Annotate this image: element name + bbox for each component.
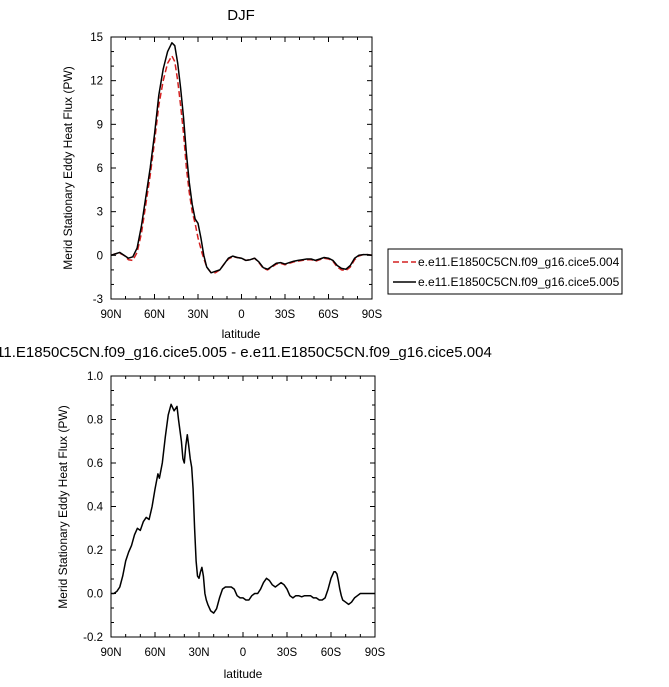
bottom-chart-x-ticks: 90N 60N 30N 0 30S 60S 90S [100,376,386,659]
top-x-tick-label: 60N [144,309,165,321]
top-y-tick-label: 9 [97,119,103,131]
bottom-chart-panel: 11.E1850C5CN.f09_g16.cice5.005 - e.e11.E… [0,344,492,681]
bottom-x-tick-label: 30S [277,647,298,659]
legend-label-004: e.e11.E1850C5CN.f09_g16.cice5.004 [418,255,620,269]
legend-box [387,248,623,295]
bottom-x-tick-label: 60S [321,647,342,659]
top-chart-y-axis-label: Merid Stationary Eddy Heat Flux (PW) [61,66,75,269]
top-chart-legend: e.e11.E1850C5CN.f09_g16.cice5.004 e.e11.… [387,248,623,295]
bottom-y-tick-label: 0.8 [87,415,103,427]
top-chart-panel: DJF -3 0 3 6 9 12 15 90N 60N 30N 0 30S 60S 90S latit… [61,7,623,341]
bottom-chart-series-group [111,403,375,614]
top-y-tick-label: -3 [93,294,103,306]
bottom-series-line-0 [111,403,375,614]
top-x-tick-label: 90S [362,309,383,321]
top-x-tick-label: 30S [275,309,296,321]
legend-label-005: e.e11.E1850C5CN.f09_g16.cice5.005 [418,275,620,289]
top-x-tick-label: 60S [318,309,339,321]
top-chart-x-axis-label: latitude [222,327,261,341]
top-y-tick-label: 12 [90,76,103,88]
top-x-tick-label: 0 [238,309,244,321]
bottom-chart-y-axis-label: Merid Stationary Eddy Heat Flux (PW) [56,405,70,608]
bottom-x-tick-label: 30N [188,647,209,659]
top-chart-series-group [110,42,373,274]
top-chart-y-ticks: -3 0 3 6 9 12 15 [90,32,372,306]
bottom-chart-y-ticks: -0.2 0.0 0.2 0.4 0.6 0.8 1.0 [83,371,375,644]
bottom-chart-x-axis-label: latitude [224,667,263,681]
bottom-x-tick-label: 60N [144,647,165,659]
top-y-tick-label: 3 [97,207,103,219]
top-y-tick-label: 15 [90,32,103,44]
top-y-tick-label: 6 [97,163,103,175]
bottom-y-tick-label: 1.0 [87,371,103,383]
top-y-tick-label: 0 [97,250,103,262]
bottom-y-tick-label: 0.2 [87,545,103,557]
bottom-chart-title: 11.E1850C5CN.f09_g16.cice5.005 - e.e11.E… [0,344,492,361]
top-x-tick-label: 90N [100,309,121,321]
bottom-y-tick-label: 0.4 [87,502,104,514]
bottom-y-tick-label: -0.2 [83,632,103,644]
top-series-line-1 [110,42,373,274]
top-chart-title: DJF [227,7,255,24]
top-x-tick-label: 30N [187,309,208,321]
bottom-x-tick-label: 90S [365,647,386,659]
bottom-y-tick-label: 0.0 [87,589,103,601]
bottom-y-tick-label: 0.6 [87,458,103,470]
bottom-x-tick-label: 90N [100,647,121,659]
top-chart-x-ticks: 90N 60N 30N 0 30S 60S 90S [100,37,383,321]
bottom-x-tick-label: 0 [240,647,246,659]
